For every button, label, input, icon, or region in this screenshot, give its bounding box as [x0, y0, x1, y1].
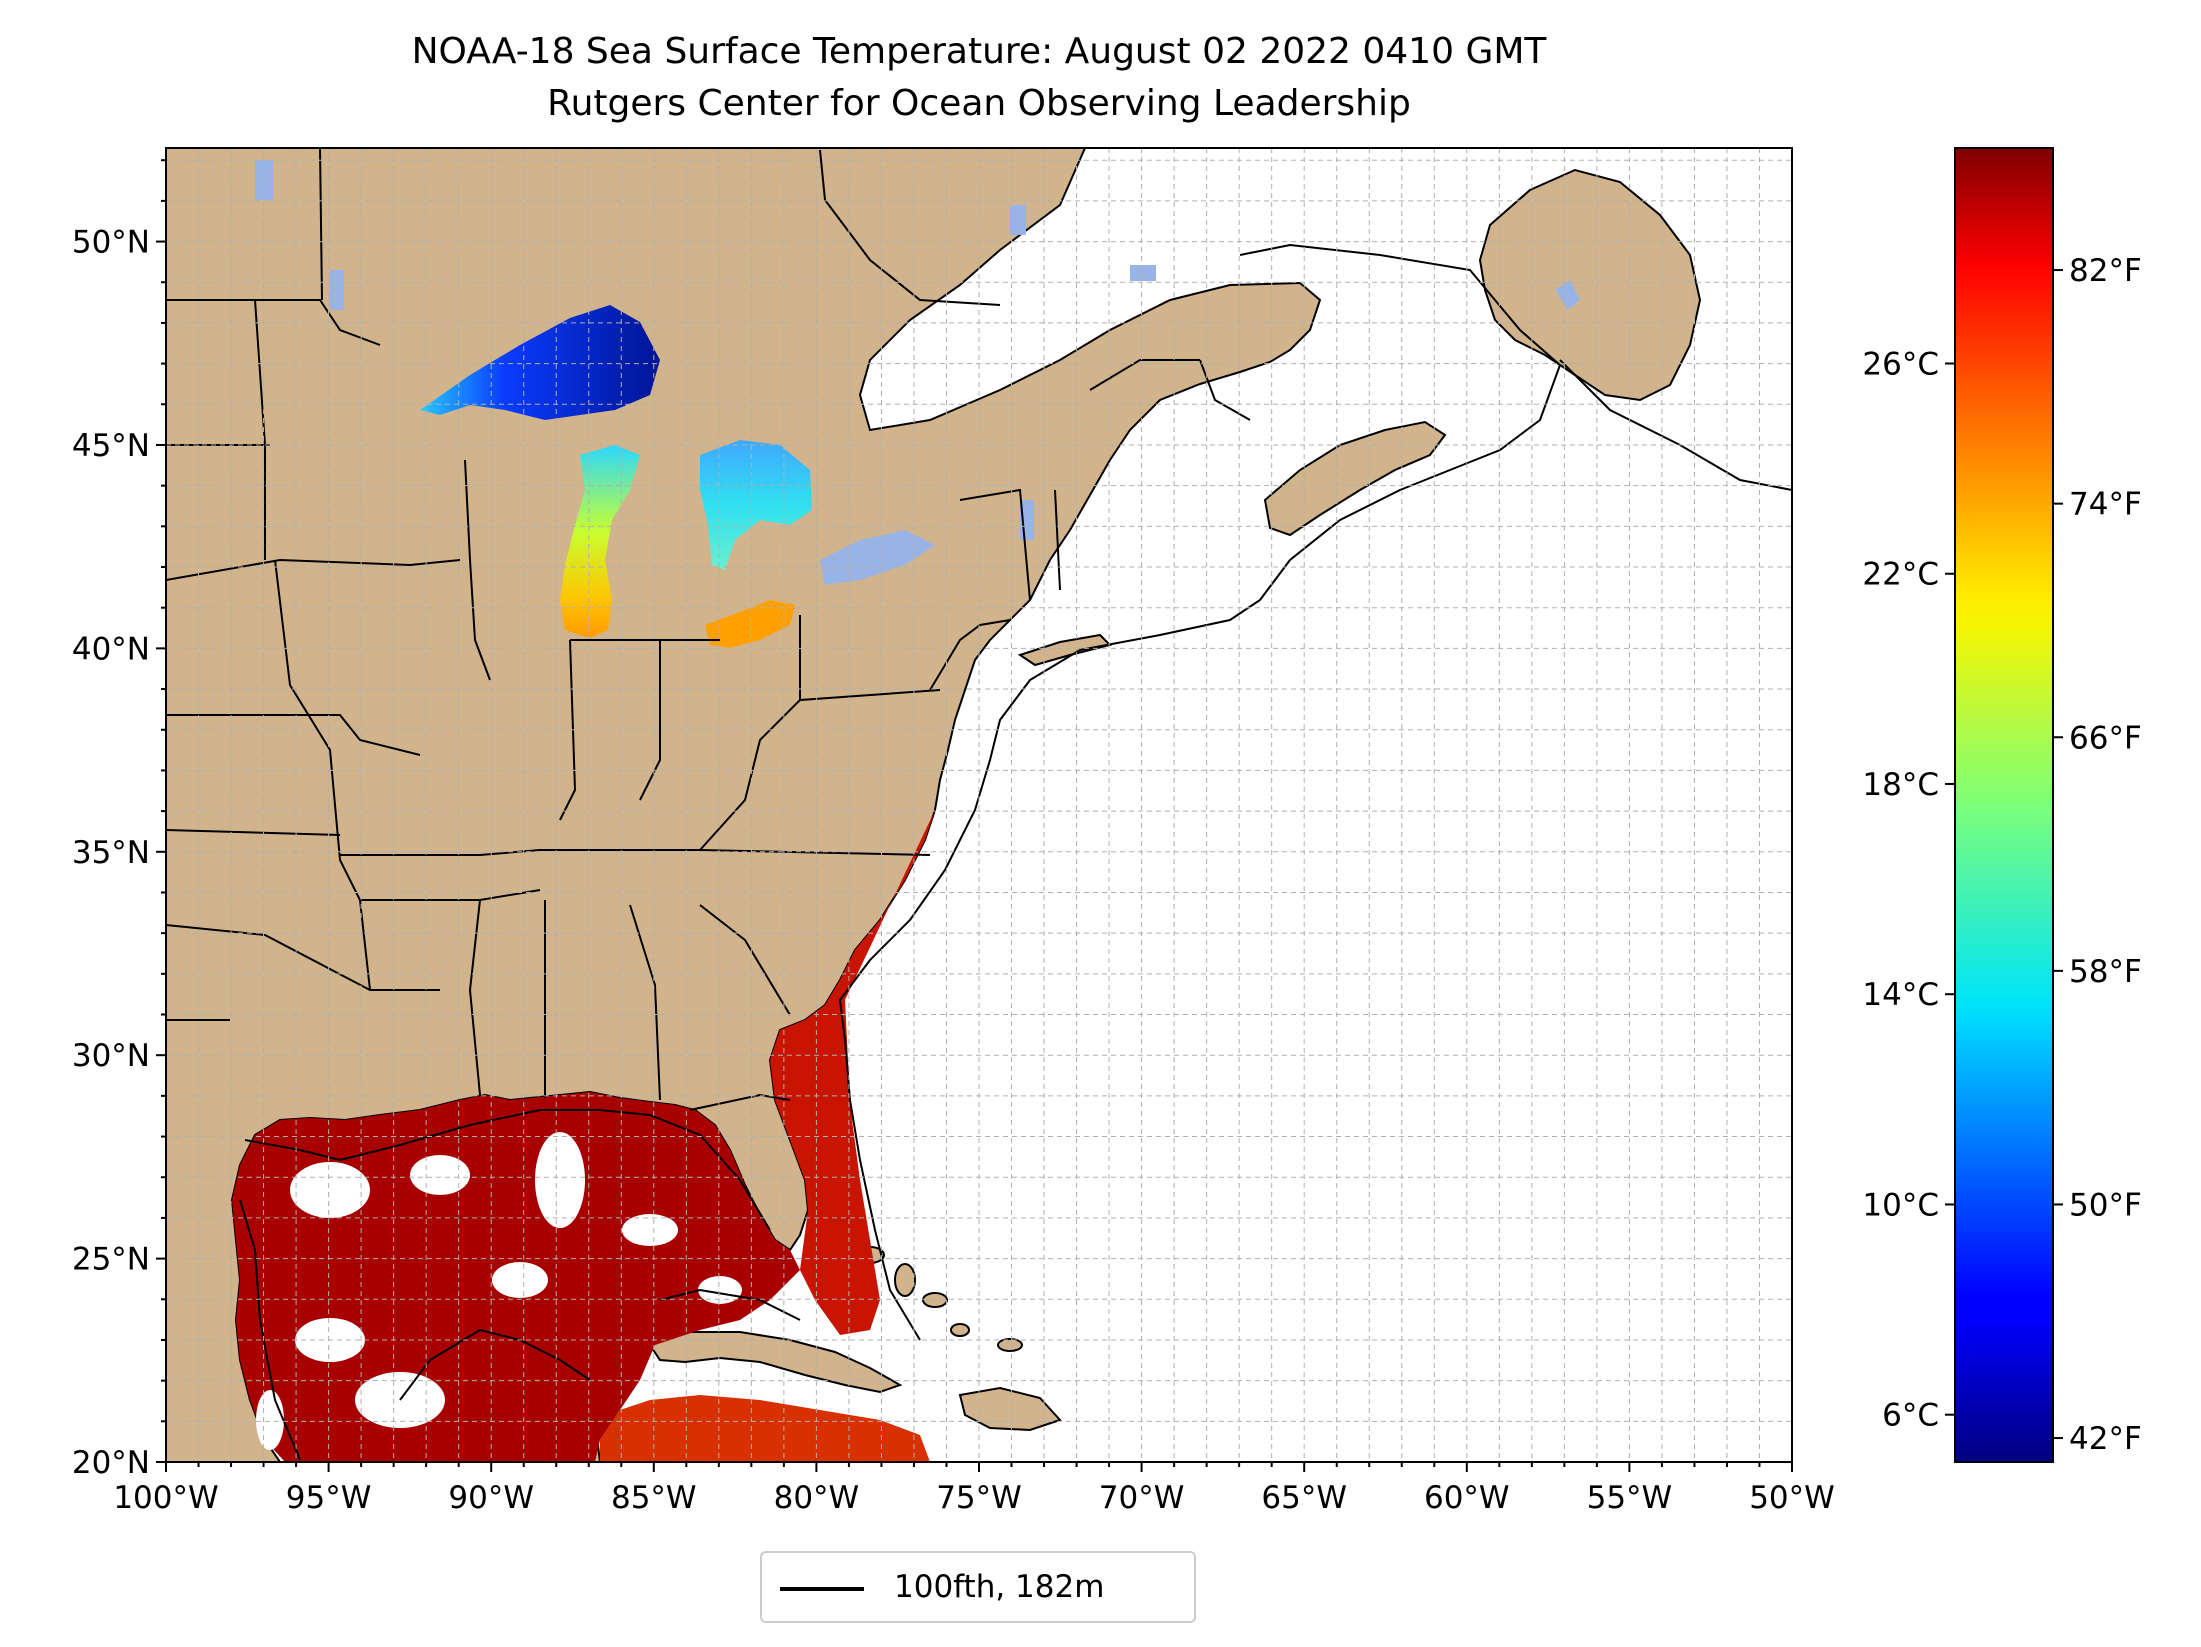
colorbar-c-label: 10°C	[1862, 1187, 1939, 1223]
x-tick-label: 95°W	[286, 1480, 372, 1516]
colorbar-f-label: 82°F	[2069, 253, 2142, 289]
colorbar-c-label: 18°C	[1862, 767, 1939, 803]
state-boundaries	[166, 148, 1251, 1111]
x-tick-label: 90°W	[448, 1480, 534, 1516]
y-axis: 20°N 25°N 30°N 35°N 40°N 45°N 50°N	[72, 159, 166, 1481]
colorbar	[1954, 147, 2054, 1463]
y-tick-label: 25°N	[72, 1242, 150, 1278]
x-tick-label: 60°W	[1424, 1480, 1510, 1516]
colorbar-celsius-axis: 6°C 10°C 14°C 18°C 22°C 26°C	[1862, 346, 1955, 1434]
map-subtitle: Rutgers Center for Ocean Observing Leade…	[547, 83, 1411, 124]
colorbar-f-label: 74°F	[2069, 487, 2142, 523]
y-tick-label: 45°N	[72, 428, 150, 464]
land-cuba	[648, 1331, 903, 1394]
land-bahamas	[855, 1246, 1023, 1352]
land-hispaniola	[958, 1386, 1062, 1432]
colorbar-c-label: 22°C	[1862, 557, 1939, 593]
x-tick-label: 75°W	[936, 1480, 1022, 1516]
x-tick-label: 70°W	[1099, 1480, 1185, 1516]
colorbar-c-label: 14°C	[1862, 977, 1939, 1013]
y-tick-label: 20°N	[72, 1445, 150, 1481]
isobath-100fth	[239, 243, 1792, 1461]
x-tick-label: 50°W	[1749, 1480, 1835, 1516]
y-tick-label: 50°N	[72, 225, 150, 261]
legend-label: 100fth, 182m	[894, 1569, 1105, 1605]
colorbar-f-label: 58°F	[2069, 954, 2142, 990]
x-tick-label: 55°W	[1587, 1480, 1673, 1516]
y-tick-label: 40°N	[72, 631, 150, 667]
x-tick-label: 65°W	[1261, 1480, 1347, 1516]
colorbar-fahrenheit-axis: 42°F 50°F 58°F 66°F 74°F 82°F	[2053, 253, 2142, 1457]
caribbean-sst	[600, 1395, 930, 1462]
colorbar-c-label: 6°C	[1882, 1398, 1939, 1434]
gridlines	[166, 148, 1792, 1462]
colorbar-f-label: 66°F	[2069, 720, 2142, 756]
legend: 100fth, 182m	[760, 1551, 1196, 1623]
legend-line-swatch	[780, 1587, 864, 1591]
map-title: NOAA-18 Sea Surface Temperature: August …	[411, 31, 1547, 72]
lake-superior-sst	[420, 305, 660, 420]
y-tick-label: 30°N	[72, 1038, 150, 1074]
cloud-gaps	[256, 1132, 742, 1450]
florida-atlantic-sst	[770, 810, 935, 1335]
x-tick-label: 80°W	[774, 1480, 860, 1516]
lake-michigan-sst	[560, 445, 640, 638]
map-area	[166, 148, 1792, 1462]
colorbar-c-label: 26°C	[1862, 346, 1939, 382]
lake-erie-sst	[705, 600, 795, 648]
colorbar-f-label: 42°F	[2069, 1421, 2142, 1457]
x-axis: 100°W 95°W 90°W 85°W 80°W 75°W 70°W 65°W 60°W 55°…	[113, 1462, 1835, 1516]
y-tick-label: 35°N	[72, 835, 150, 871]
x-tick-label: 100°W	[113, 1480, 218, 1516]
colorbar-f-label: 50°F	[2069, 1187, 2142, 1223]
x-tick-label: 85°W	[611, 1480, 697, 1516]
